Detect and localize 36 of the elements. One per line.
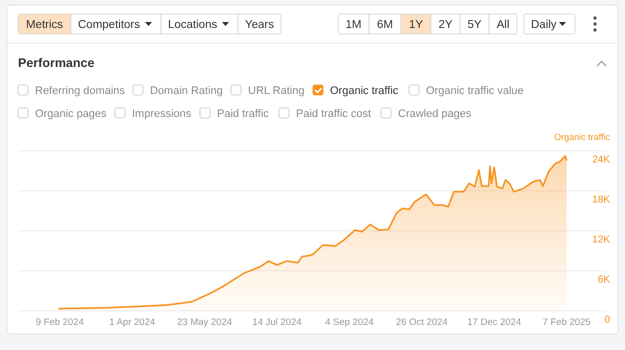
text: 2Y [438,19,453,31]
chart-title: Performance [18,56,94,70]
x-tick-label: 26 Oct 2024 [396,317,448,328]
x-tick-label: 7 Feb 2025 [542,317,591,328]
text: 5Y [467,19,482,31]
text: URL Rating [248,85,304,97]
text: Years [245,19,274,31]
y-tick-label: 6K [598,274,610,286]
text: Organic pages [35,108,108,120]
text: 6M [377,19,393,31]
y-tick-label: 0 [604,314,610,326]
text: All [496,19,510,31]
y-tick-label: 24K [592,154,610,166]
text: 1M [346,19,362,31]
y-tick-label: 12K [592,234,610,246]
x-tick-label: 1 Apr 2024 [109,317,156,328]
x-tick-label: 17 Dec 2024 [467,317,522,328]
y-axis-title: Organic traffic [554,132,610,142]
text: Impressions [132,108,192,120]
text: Paid traffic cost [296,108,371,120]
x-tick-label: 14 Jul 2024 [252,317,302,328]
text: Organic traffic value [426,85,524,97]
text: Competitors [78,19,140,31]
text: Paid traffic [217,108,270,120]
x-tick-label: 9 Feb 2024 [36,317,84,328]
text: Crawled pages [398,108,472,120]
text: Referring domains [35,85,126,97]
text: Metrics [26,19,64,31]
y-tick-label: 18K [592,194,610,206]
x-tick-label: 4 Sep 2024 [325,317,374,328]
text: 1Y [408,19,424,31]
text: Daily [531,19,557,31]
text: Locations [168,19,218,31]
text: Domain Rating [150,85,223,97]
text: Organic traffic [330,85,399,97]
x-tick-label: 23 May 2024 [177,317,232,328]
